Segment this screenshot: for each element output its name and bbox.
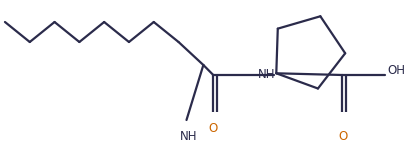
Text: O: O — [209, 122, 218, 135]
Text: NH: NH — [180, 130, 197, 143]
Text: OH: OH — [387, 63, 405, 76]
Text: NH: NH — [258, 69, 275, 81]
Text: O: O — [339, 130, 348, 143]
